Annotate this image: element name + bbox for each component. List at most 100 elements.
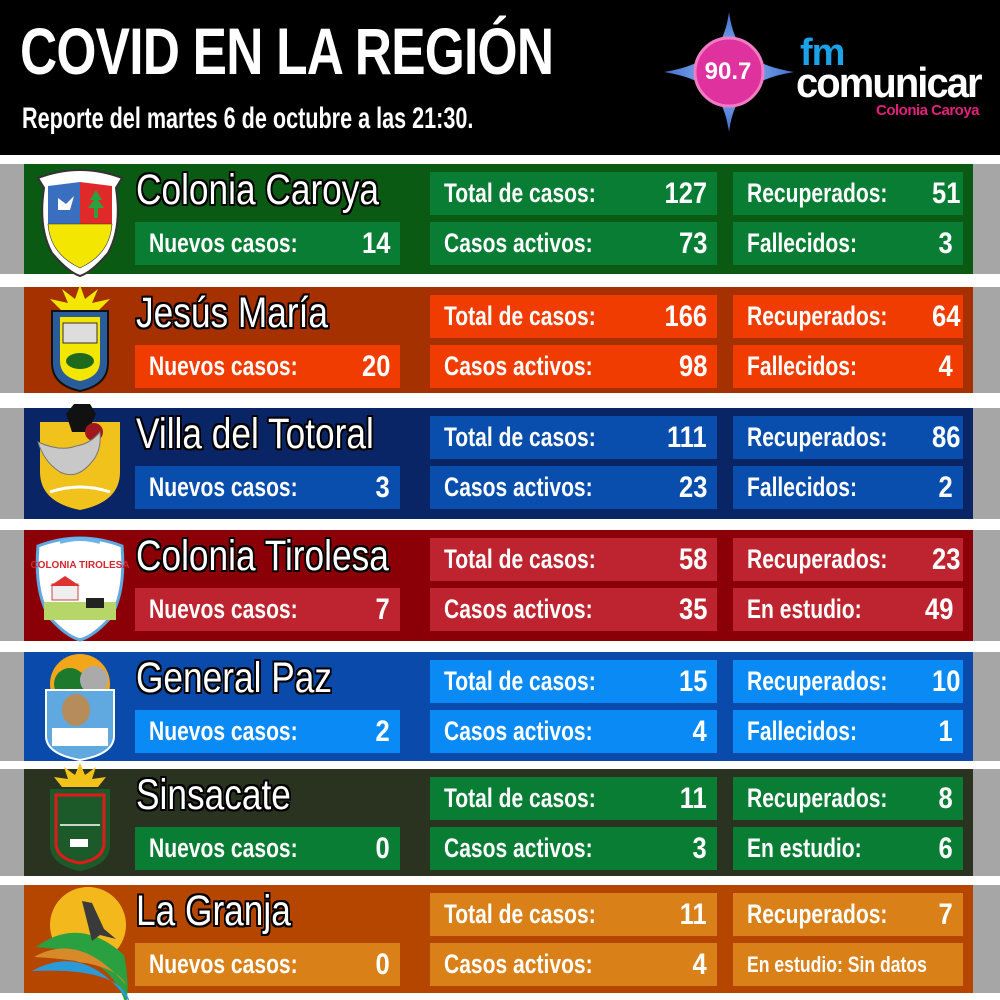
recovered-box: Recuperados: 23 — [733, 538, 963, 581]
active-cases-value: 73 — [678, 226, 707, 260]
recovered-value: 51 — [932, 176, 961, 210]
side-stat-value: 1 — [938, 714, 953, 748]
jesus-maria-crest-icon — [30, 285, 130, 395]
right-gray-bar — [973, 408, 1000, 519]
total-cases-value: 11 — [680, 781, 707, 815]
side-stat-label: Fallecidos: — [747, 716, 858, 746]
total-cases-label: Total de casos: — [444, 422, 596, 452]
radio-frequency: 90.7 — [704, 58, 752, 85]
recovered-value: 10 — [932, 664, 961, 698]
town-name: Villa del Totoral — [136, 410, 374, 458]
town-name: Sinsacate — [136, 771, 291, 819]
recovered-label: Recuperados: — [747, 422, 888, 452]
side-stat-box: Fallecidos: 3 — [733, 222, 963, 265]
right-gray-bar — [973, 287, 1000, 393]
left-gray-bar — [0, 530, 24, 641]
new-cases-value: 0 — [375, 947, 390, 981]
town-row: Colonia Caroya Nuevos casos: 14 Total de ca… — [24, 164, 973, 278]
side-stat-label: Fallecidos: — [747, 351, 858, 381]
town-row: La Granja Nuevos casos: 0 Total de casos: 11… — [24, 885, 973, 1000]
side-stat-value: 49 — [924, 592, 953, 626]
right-gray-bar — [973, 885, 1000, 993]
active-cases-label: Casos activos: — [444, 833, 593, 863]
total-cases-value: 166 — [664, 299, 707, 333]
town-row: Villa del Totoral Nuevos casos: 3 Total de … — [24, 404, 973, 519]
villa-del-totoral-crest-icon — [30, 402, 130, 512]
right-gray-bar — [973, 164, 1000, 274]
side-stat-value: 4 — [938, 349, 953, 383]
right-gray-bar — [973, 530, 1000, 641]
page-title: COVID EN LA REGIÓN — [20, 14, 554, 88]
side-stat-box: Fallecidos: 1 — [733, 710, 963, 753]
total-cases-box: Total de casos: 127 — [430, 172, 717, 215]
total-cases-box: Total de casos: 11 — [430, 893, 717, 936]
recovered-value: 86 — [932, 420, 961, 454]
recovered-label: Recuperados: — [747, 666, 888, 696]
report-subtitle: Reporte del martes 6 de octubre a las 21… — [22, 102, 474, 135]
town-row: Jesús María Nuevos casos: 20 Total de casos… — [24, 285, 973, 395]
active-cases-label: Casos activos: — [444, 594, 593, 624]
new-cases-value: 2 — [375, 714, 390, 748]
total-cases-label: Total de casos: — [444, 178, 596, 208]
total-cases-label: Total de casos: — [444, 544, 596, 574]
town-row: General Paz Nuevos casos: 2 Total de casos:… — [24, 652, 973, 764]
town-name: Colonia Tirolesa — [136, 532, 389, 580]
active-cases-label: Casos activos: — [444, 716, 593, 746]
side-stat-value: 6 — [938, 831, 953, 865]
colonia-tirolesa-crest-icon: COLONIA TIROLESA — [30, 532, 130, 642]
recovered-value: 7 — [938, 897, 953, 931]
active-cases-box: Casos activos: 98 — [430, 345, 717, 388]
active-cases-box: Casos activos: 35 — [430, 588, 717, 631]
total-cases-value: 15 — [678, 664, 707, 698]
radio-star-icon — [664, 12, 794, 132]
total-cases-label: Total de casos: — [444, 783, 596, 813]
side-stat-label: En estudio: — [747, 594, 862, 624]
active-cases-box: Casos activos: 23 — [430, 466, 717, 509]
new-cases-label: Nuevos casos: — [149, 228, 298, 258]
new-cases-value: 7 — [375, 592, 390, 626]
recovered-box: Recuperados: 51 — [733, 172, 963, 215]
side-stat-label: Fallecidos: — [747, 472, 858, 502]
town-name: Colonia Caroya — [136, 166, 380, 214]
la-granja-crest-icon — [30, 885, 130, 1000]
recovered-label: Recuperados: — [747, 783, 888, 813]
side-stat-label: En estudio: Sin datos — [747, 951, 927, 977]
total-cases-label: Total de casos: — [444, 666, 596, 696]
town-name: La Granja — [136, 887, 291, 935]
left-gray-bar — [0, 652, 24, 761]
left-gray-bar — [0, 287, 24, 393]
total-cases-value: 11 — [680, 897, 707, 931]
new-cases-label: Nuevos casos: — [149, 833, 298, 863]
new-cases-box: Nuevos casos: 0 — [135, 943, 400, 986]
new-cases-box: Nuevos casos: 3 — [135, 466, 400, 509]
recovered-value: 23 — [932, 542, 961, 576]
left-gray-bar — [0, 769, 24, 876]
colonia-caroya-crest-icon — [30, 168, 130, 278]
new-cases-box: Nuevos casos: 0 — [135, 827, 400, 870]
left-gray-bar — [0, 164, 24, 274]
header: COVID EN LA REGIÓN Reporte del martes 6 … — [0, 0, 1000, 155]
active-cases-value: 4 — [692, 714, 707, 748]
recovered-box: Recuperados: 64 — [733, 295, 963, 338]
active-cases-box: Casos activos: 3 — [430, 827, 717, 870]
new-cases-value: 20 — [361, 349, 390, 383]
side-stat-label: Fallecidos: — [747, 228, 858, 258]
total-cases-box: Total de casos: 11 — [430, 777, 717, 820]
new-cases-label: Nuevos casos: — [149, 351, 298, 381]
general-paz-crest-icon — [30, 654, 130, 764]
right-gray-bar — [973, 769, 1000, 876]
new-cases-value: 0 — [375, 831, 390, 865]
total-cases-box: Total de casos: 111 — [430, 416, 717, 459]
new-cases-value: 14 — [361, 226, 390, 260]
recovered-value: 64 — [932, 299, 961, 333]
active-cases-box: Casos activos: 4 — [430, 710, 717, 753]
total-cases-value: 58 — [678, 542, 707, 576]
new-cases-label: Nuevos casos: — [149, 472, 298, 502]
recovered-box: Recuperados: 86 — [733, 416, 963, 459]
brand-fm: fm — [800, 32, 845, 74]
active-cases-value: 35 — [678, 592, 707, 626]
recovered-label: Recuperados: — [747, 899, 888, 929]
active-cases-value: 98 — [678, 349, 707, 383]
new-cases-label: Nuevos casos: — [149, 949, 298, 979]
recovered-label: Recuperados: — [747, 178, 888, 208]
